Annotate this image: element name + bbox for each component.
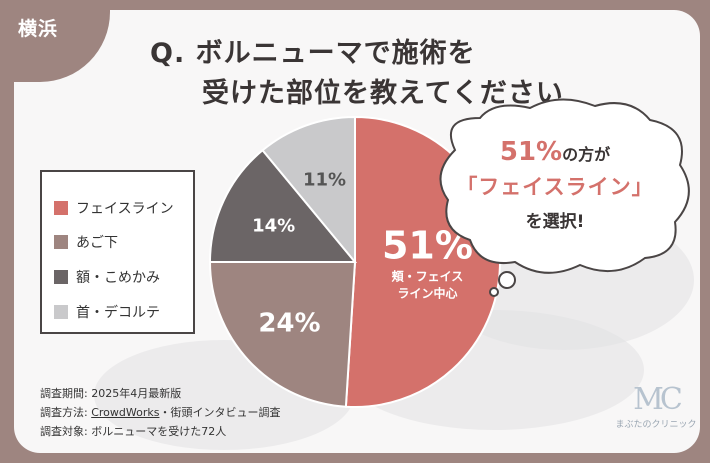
legend-item: あご下 [54,232,118,252]
survey-method-suffix: ・街頭インタビュー調査 [159,406,281,419]
survey-notes: 調査期間: 2025年4月最新版 調査方法: CrowdWorks・街頭インタビ… [40,384,280,441]
logo-name: まぶたのクリニック [615,420,697,430]
slice-value-label: 11% [303,169,346,190]
slice-value-label: 14% [252,216,295,237]
pie-slice [261,115,356,265]
region-label: 横浜 [18,18,59,40]
survey-period: 調査期間: 2025年4月最新版 [40,387,182,400]
callout-text: 51%の方が 「フェイスライン」 を選択! [440,137,670,232]
title-line-1: Q. ボルニューマで施術を [150,38,476,69]
slice-sublabel: 頬・フェイス [392,268,464,283]
slice-sublabel: ライン中心 [397,285,457,300]
legend-label: フェイスライン [76,201,174,217]
slice-value-label: 24% [258,309,320,339]
page-title: Q. ボルニューマで施術を 受けた部位を教えてください [150,34,620,114]
legend-item: 首・デコルテ [54,302,160,322]
legend-swatch [54,235,68,249]
legend-item: 額・こめかみ [54,267,160,287]
crowdworks-link[interactable]: CrowdWorks [91,406,160,419]
callout-choice: 「フェイスライン」 [456,175,654,199]
legend-swatch [54,201,68,215]
chart-legend: フェイスライン あご下 額・こめかみ 首・デコルテ [40,170,195,334]
legend-item: フェイスライン [54,198,174,218]
pie-slice [208,261,357,408]
legend-label: 額・こめかみ [76,270,160,286]
title-line-2: 受けた部位を教えてください [202,78,564,109]
legend-label: 首・デコルテ [76,305,160,321]
legend-swatch [54,305,68,319]
legend-swatch [54,270,68,284]
logo-mark: MC [633,382,683,417]
pie-slice [208,148,358,263]
callout-suffix: の方が [562,145,611,164]
callout-percent: 51% [499,137,563,167]
legend-label: あご下 [76,235,118,251]
survey-method: 調査方法: CrowdWorks・街頭インタビュー調査 [40,403,280,422]
survey-target: 調査対象: ボルニューマを受けた72人 [40,425,227,438]
callout-selected: を選択! [525,212,585,232]
clinic-logo: MC まぶたのクリニック [612,382,700,430]
survey-method-prefix: 調査方法: [40,406,92,419]
